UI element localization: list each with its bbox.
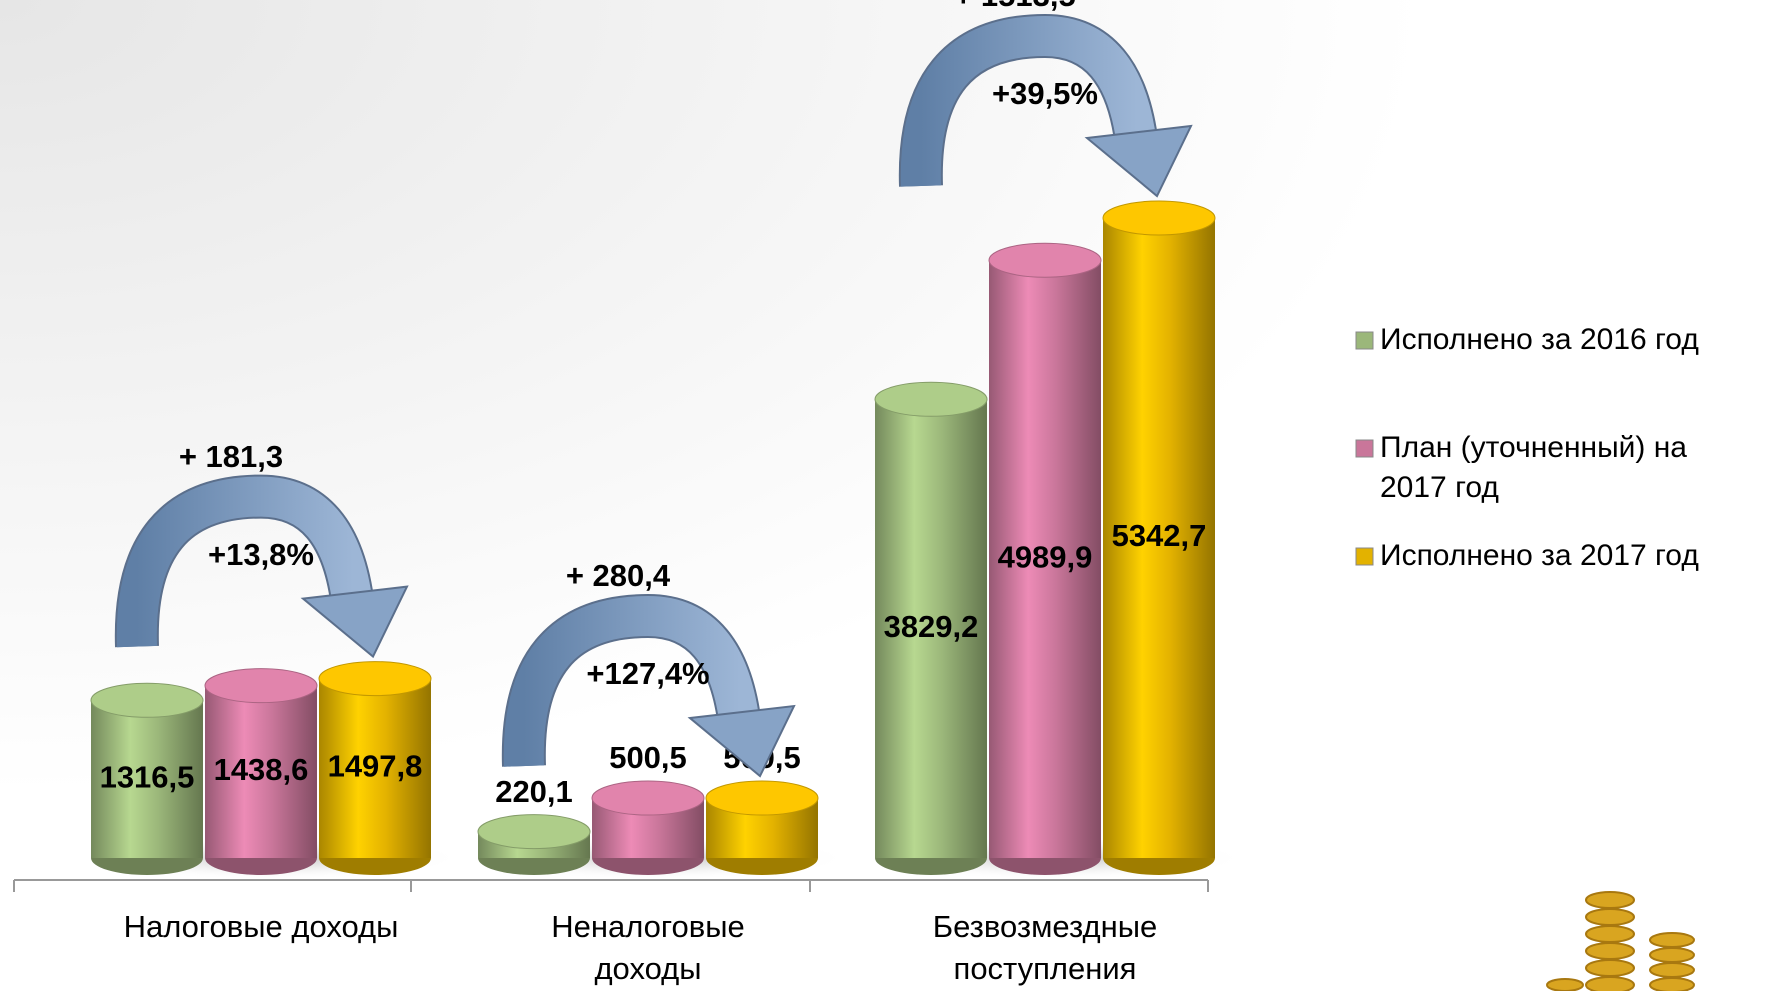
- bar-top: [874, 381, 988, 417]
- value-label: 1438,6: [214, 752, 309, 787]
- bar: [205, 685, 317, 858]
- x-tick-label: Безвозмездные поступления: [933, 909, 1157, 986]
- change-label: + 280,4: [566, 558, 671, 593]
- change-label: + 1513,5: [954, 0, 1076, 13]
- legend-swatch: [1355, 547, 1374, 566]
- arrow-head: [300, 585, 409, 659]
- bar: [875, 399, 987, 858]
- percent-label: +13,8%: [208, 537, 314, 572]
- bar-top: [705, 780, 819, 816]
- legend-label: Исполнено за 2016 год: [1380, 323, 1699, 356]
- value-label: 4989,9: [998, 539, 1093, 574]
- x-tick-label: Налоговые доходы: [124, 909, 399, 944]
- arrow: [116, 476, 373, 648]
- bar: [319, 678, 431, 858]
- arrow-head: [1084, 124, 1193, 198]
- bar-top: [204, 668, 318, 704]
- arrow: [503, 596, 760, 767]
- percent-label: +39,5%: [992, 76, 1098, 111]
- bar-top: [318, 661, 432, 697]
- bar-top: [988, 242, 1102, 278]
- bar: [989, 260, 1101, 858]
- bar-top: [1102, 200, 1216, 236]
- percent-label: +127,4%: [586, 656, 709, 691]
- bar-top: [591, 780, 705, 816]
- bar: [91, 700, 203, 858]
- value-label: 500,5: [609, 740, 687, 775]
- arrow-head: [687, 704, 796, 778]
- value-label: 3829,2: [884, 609, 979, 644]
- arrow: [900, 15, 1157, 187]
- change-label: + 181,3: [179, 439, 283, 474]
- coins-image: [1546, 891, 1695, 991]
- value-label: 1316,5: [100, 759, 195, 794]
- bar-top: [477, 814, 591, 850]
- value-label: 220,1: [495, 774, 573, 809]
- x-tick-label: Неналоговые доходы: [551, 909, 745, 986]
- legend-label: План (уточненный) на 2017 год: [1380, 431, 1687, 504]
- legend-swatch: [1355, 331, 1374, 350]
- bar-top: [90, 682, 204, 718]
- bar: [1103, 218, 1215, 858]
- value-label: 1497,8: [328, 748, 423, 783]
- value-label: 5342,7: [1112, 518, 1207, 553]
- legend-label: Исполнено за 2017 год: [1380, 539, 1699, 572]
- legend-swatch: [1355, 439, 1374, 458]
